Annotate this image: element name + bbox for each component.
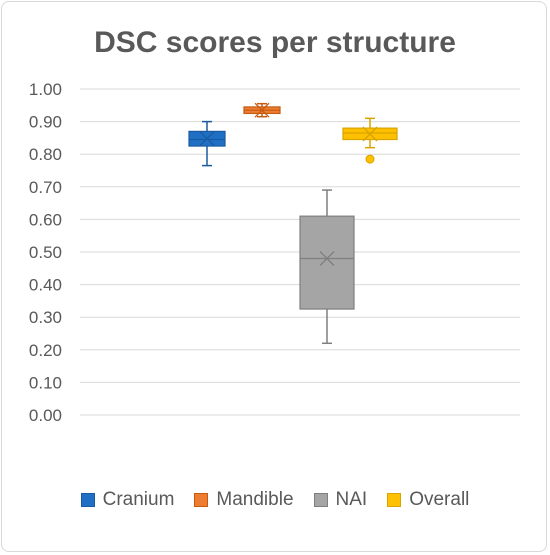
y-tick-label: 0.80: [29, 145, 62, 164]
y-tick-label: 0.10: [29, 373, 62, 392]
legend-label-cranium: Cranium: [102, 489, 175, 510]
y-tick-label: 0.00: [29, 406, 62, 425]
mean-marker-cranium: [199, 131, 215, 147]
box-nai: [299, 215, 355, 310]
legend-item-mandible: Mandible: [194, 489, 294, 511]
legend: Cranium Mandible NAI Overall: [0, 489, 550, 511]
y-tick-label: 0.40: [29, 276, 62, 295]
chart-title: DSC scores per structure: [94, 26, 456, 59]
legend-swatch-nai: [313, 493, 328, 507]
legend-item-nai: NAI: [313, 489, 368, 511]
legend-item-overall: Overall: [387, 489, 469, 511]
y-tick-label: 0.70: [29, 178, 62, 197]
legend-swatch-mandible: [194, 493, 209, 507]
y-tick-label: 0.50: [29, 243, 62, 262]
y-tick-label: 0.60: [29, 210, 62, 229]
outlier-overall: [365, 154, 375, 164]
y-tick-label: 0.20: [29, 341, 62, 360]
legend-swatch-cranium: [80, 493, 95, 507]
y-tick-label: 1.00: [29, 80, 62, 99]
mean-marker-overall: [362, 126, 378, 142]
legend-swatch-overall: [387, 493, 402, 507]
mean-marker-nai: [319, 251, 335, 266]
legend-label-nai: NAI: [335, 489, 368, 510]
y-tick-label: 0.30: [29, 308, 62, 327]
legend-label-overall: Overall: [409, 489, 470, 510]
legend-item-cranium: Cranium: [80, 489, 175, 511]
legend-label-mandible: Mandible: [216, 489, 294, 510]
y-tick-label: 0.90: [29, 113, 62, 132]
mean-marker-mandible: [254, 102, 270, 118]
